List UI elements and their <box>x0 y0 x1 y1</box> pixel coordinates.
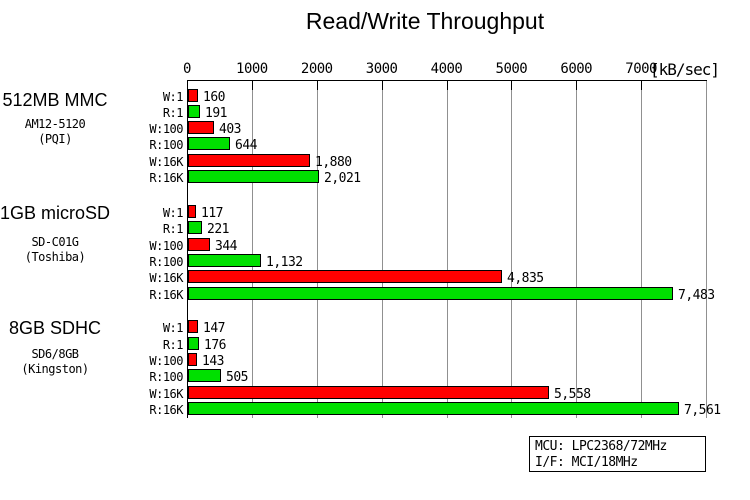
bar-value-label: 1,132 <box>266 255 303 270</box>
x-axis-line <box>187 80 707 81</box>
axis-tick <box>316 80 318 90</box>
read-bar <box>188 137 230 150</box>
axis-tick-label: 1000 <box>236 61 268 77</box>
bar-value-label: 160 <box>203 90 225 105</box>
write-bar <box>188 89 198 102</box>
axis-tick <box>641 80 643 90</box>
bar-value-label: 7,483 <box>678 288 715 303</box>
group-model: SD6/8GB <box>31 347 79 361</box>
bar-category-label: W:100 <box>149 354 183 368</box>
axis-tick <box>511 80 513 90</box>
bar-value-label: 7,561 <box>684 403 721 418</box>
bar-value-label: 1,880 <box>315 155 352 170</box>
read-bar <box>188 337 199 350</box>
write-bar <box>188 386 549 399</box>
bar-category-label: R:100 <box>149 138 183 152</box>
write-bar <box>188 238 210 251</box>
bar-value-label: 4,835 <box>507 271 544 286</box>
read-bar <box>188 402 679 415</box>
info-box-if-line: I/F: MCI/18MHz <box>535 455 638 470</box>
write-bar <box>188 154 310 167</box>
bar-value-label: 221 <box>207 222 229 237</box>
bar-category-label: R:1 <box>162 222 184 236</box>
axis-tick-label: 6000 <box>560 61 593 77</box>
read-bar <box>188 369 221 382</box>
axis-tick <box>446 80 448 90</box>
group-title: 8GB SDHC <box>8 318 102 338</box>
bar-value-label: 5,558 <box>554 387 591 402</box>
bar-category-label: R:1 <box>162 338 184 352</box>
bar-category-label: R:1 <box>162 106 184 120</box>
write-bar <box>188 270 502 283</box>
gridline <box>511 80 513 418</box>
bar-category-label: R:16K <box>149 403 183 417</box>
bar-value-label: 644 <box>235 138 257 153</box>
gridline <box>706 80 707 418</box>
gridline <box>446 80 448 418</box>
group-model: AM12-5120 <box>24 117 86 131</box>
bar-category-label: W:1 <box>162 321 184 335</box>
read-bar <box>188 221 202 234</box>
axis-tick-label: 4000 <box>430 61 463 77</box>
group-model: SD-C01G <box>31 235 79 249</box>
read-bar <box>188 170 319 183</box>
bar-value-label: 403 <box>219 122 241 137</box>
chart-title: Read/Write Throughput <box>305 8 545 34</box>
axis-tick <box>576 80 578 90</box>
bar-value-label: 117 <box>201 206 223 221</box>
axis-tick-label: 5000 <box>495 61 528 77</box>
bar-value-label: 505 <box>226 370 248 385</box>
axis-unit-label: [kB/sec] <box>650 60 720 79</box>
bar-category-label: R:100 <box>149 255 183 269</box>
bar-category-label: W:16K <box>149 271 183 285</box>
write-bar <box>188 205 196 218</box>
read-bar <box>188 254 261 267</box>
group-title: 1GB microSD <box>0 203 111 223</box>
group-maker: (Toshiba) <box>24 250 86 264</box>
bar-category-label: R:16K <box>149 171 183 185</box>
bar-value-label: 191 <box>205 106 227 121</box>
bar-category-label: W:1 <box>162 90 184 104</box>
write-bar <box>188 121 214 134</box>
info-box-mcu-line: MCU: LPC2368/72MHz <box>535 439 667 454</box>
info-box: MCU: LPC2368/72MHz I/F: MCI/18MHz <box>529 436 706 472</box>
bar-category-label: R:100 <box>149 370 183 384</box>
gridline <box>641 80 643 418</box>
bar-value-label: 143 <box>202 354 224 369</box>
write-bar <box>188 320 198 333</box>
gridline <box>316 80 318 418</box>
bar-category-label: W:16K <box>149 155 183 169</box>
group-maker: (PQI) <box>38 132 72 146</box>
read-bar <box>188 287 673 300</box>
bar-value-label: 147 <box>203 321 225 336</box>
axis-tick <box>381 80 383 90</box>
bar-category-label: W:1 <box>162 206 184 220</box>
axis-tick <box>251 80 253 90</box>
gridline <box>576 80 578 418</box>
axis-tick-label: 0 <box>183 61 191 77</box>
bar-category-label: W:100 <box>149 239 183 253</box>
bar-category-label: W:100 <box>149 122 183 136</box>
read-bar <box>188 105 200 118</box>
gridline <box>251 80 253 418</box>
write-bar <box>188 353 197 366</box>
bar-value-label: 176 <box>204 338 226 353</box>
y-axis-line <box>187 80 188 418</box>
gridline <box>381 80 383 418</box>
bar-category-label: W:16K <box>149 387 183 401</box>
bar-category-label: R:16K <box>149 288 183 302</box>
bar-value-label: 2,021 <box>324 171 361 186</box>
axis-tick-label: 7000 <box>625 61 657 77</box>
group-title: 512MB MMC <box>2 90 108 110</box>
axis-tick-label: 3000 <box>365 61 398 77</box>
bar-value-label: 344 <box>215 239 237 254</box>
axis-tick-label: 2000 <box>300 61 333 77</box>
group-maker: (Kingston) <box>21 362 89 376</box>
